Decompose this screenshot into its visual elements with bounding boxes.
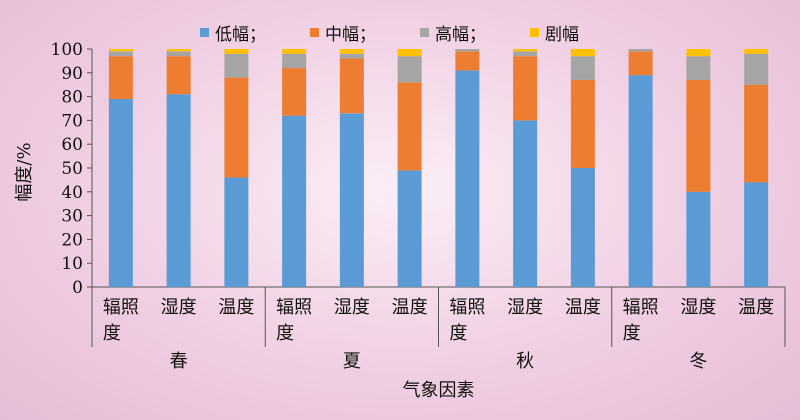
y-tick-label: 70 <box>61 111 83 131</box>
legend-item-low: 低幅； <box>200 20 266 45</box>
legend-label-low: 低幅； <box>215 25 266 45</box>
bar-segment-low <box>513 120 538 288</box>
bar-segment-extreme <box>166 49 191 52</box>
bar-segment-extreme <box>744 49 769 54</box>
y-tick-label: 10 <box>61 254 83 274</box>
bar-segment-low <box>282 115 307 287</box>
x-tick-label: 温度 <box>738 297 774 318</box>
bar-segment-mid <box>224 77 249 178</box>
bar-segment-low <box>166 94 191 287</box>
bar-segment-low <box>108 98 133 287</box>
bar-segment-mid <box>339 58 364 114</box>
x-tick-label: 湿度 <box>161 297 197 318</box>
x-axis-title: 气象因素 <box>403 380 475 401</box>
bar-segment-high <box>686 56 711 80</box>
x-tick-label: 辐照 <box>449 297 485 318</box>
bar-segment-mid <box>513 56 538 121</box>
bar-segment-extreme <box>513 49 538 52</box>
bar-segment-high <box>397 56 422 83</box>
bar-segment-low <box>224 177 249 287</box>
legend-swatch-high <box>420 28 429 37</box>
y-axis-title: 幅度/% <box>14 142 35 201</box>
y-tick-label: 50 <box>61 159 83 179</box>
x-tick-label: 度 <box>623 323 641 344</box>
y-tick-label: 20 <box>61 230 83 250</box>
bar-segment-extreme <box>397 49 422 57</box>
x-tick-label: 温度 <box>565 297 601 318</box>
group-label: 秋 <box>516 351 534 372</box>
bar-segment-low <box>339 113 364 287</box>
x-tick-label: 湿度 <box>507 297 543 318</box>
group-label: 冬 <box>689 351 707 372</box>
bar-segment-low <box>628 75 653 288</box>
legend-item-high: 高幅； <box>420 20 486 45</box>
x-tick-label: 温度 <box>392 297 428 318</box>
legend-swatch-extreme <box>530 28 539 37</box>
bar-segment-extreme <box>108 49 133 52</box>
bar-segment-high <box>224 53 249 78</box>
y-tick-label: 60 <box>61 135 83 155</box>
bar-segment-high <box>282 53 307 69</box>
bar-segment-mid <box>282 68 307 116</box>
x-tick-label: 湿度 <box>334 297 370 318</box>
bar-segment-high <box>628 49 653 52</box>
legend-label-mid: 中幅； <box>325 25 376 45</box>
bar-segment-high <box>108 51 133 57</box>
bar-segment-mid <box>455 51 480 71</box>
x-tick-label: 度 <box>276 323 294 344</box>
bar-segment-mid <box>628 51 653 76</box>
chart-legend: 低幅； 中幅； 高幅； 剧幅 <box>200 20 579 45</box>
x-tick-label: 湿度 <box>680 297 716 318</box>
group-label: 春 <box>170 351 188 372</box>
y-tick-label: 90 <box>61 64 83 84</box>
y-tick-label: 30 <box>61 207 83 227</box>
bar-segment-extreme <box>686 49 711 57</box>
bar-segment-low <box>397 170 422 287</box>
bar-segment-mid <box>570 79 595 168</box>
bar-segment-mid <box>166 56 191 95</box>
x-tick-label: 辐照 <box>103 297 139 318</box>
bar-segment-extreme <box>570 49 595 57</box>
legend-item-extreme: 剧幅 <box>530 20 579 45</box>
bar-segment-low <box>455 70 480 287</box>
legend-label-extreme: 剧幅 <box>545 25 579 45</box>
x-tick-label: 温度 <box>218 297 254 318</box>
bar-segment-low <box>744 182 769 287</box>
bar-segment-low <box>686 191 711 287</box>
y-tick-label: 100 <box>51 40 83 60</box>
bar-segment-high <box>166 51 191 57</box>
bar-segment-high <box>513 51 538 57</box>
y-tick-label: 80 <box>61 88 83 108</box>
bar-segment-mid <box>686 79 711 192</box>
x-tick-label: 度 <box>103 323 121 344</box>
x-tick-label: 度 <box>449 323 467 344</box>
bar-segment-extreme <box>224 49 249 54</box>
bar-segment-extreme <box>282 49 307 54</box>
bar-segment-high <box>570 56 595 80</box>
bar-segment-mid <box>108 56 133 99</box>
legend-swatch-mid <box>310 28 319 37</box>
bar-segment-high <box>339 53 364 59</box>
y-tick-label: 40 <box>61 183 83 203</box>
x-tick-label: 辐照 <box>623 297 659 318</box>
bar-segment-mid <box>397 82 422 171</box>
legend-item-mid: 中幅； <box>310 20 376 45</box>
bar-segment-high <box>744 53 769 85</box>
group-label: 夏 <box>343 351 361 372</box>
y-tick-label: 0 <box>72 278 83 298</box>
legend-swatch-low <box>200 28 209 37</box>
bar-segment-mid <box>744 84 769 183</box>
x-tick-label: 辐照 <box>276 297 312 318</box>
bar-segment-low <box>570 168 595 287</box>
legend-label-high: 高幅； <box>435 25 486 45</box>
bar-segment-extreme <box>339 49 364 54</box>
bar-segment-high <box>455 49 480 52</box>
